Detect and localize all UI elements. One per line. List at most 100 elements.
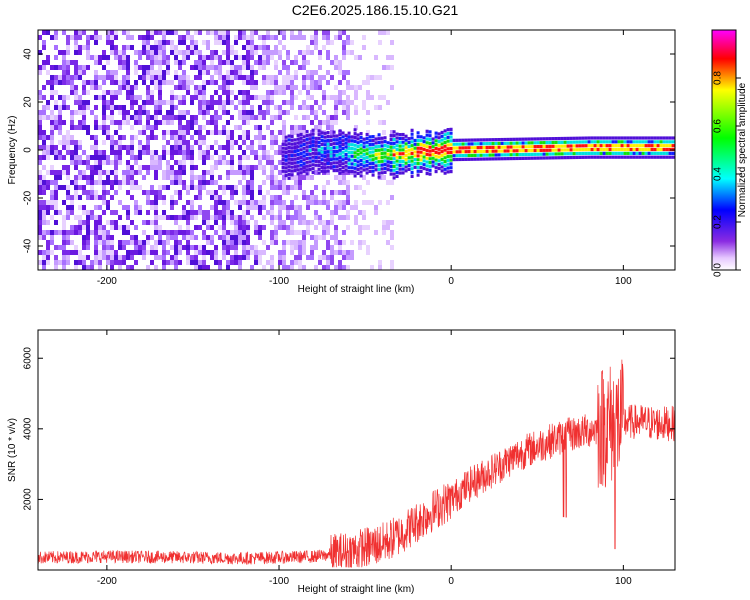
heatmap-cell: [58, 245, 62, 250]
heatmap-ridge-cell: [398, 167, 402, 171]
snr-series-line: [38, 359, 675, 568]
heatmap-cell: [174, 160, 178, 165]
heatmap-ridge-cell: [446, 131, 450, 136]
heatmap-cell: [302, 195, 306, 200]
heatmap-cell: [114, 80, 118, 85]
heatmap-cell: [206, 45, 210, 50]
heatmap-cell: [270, 130, 274, 135]
heatmap-ridge-cell: [440, 134, 444, 138]
heatmap-ridge-cell: [524, 141, 528, 145]
heatmap-cell: [118, 120, 122, 125]
heatmap-cell: [62, 105, 66, 110]
heatmap-ridge-cell: [458, 150, 462, 154]
heatmap-cell: [270, 210, 274, 215]
heatmap-cell: [238, 155, 242, 160]
heatmap-cell: [218, 60, 222, 65]
heatmap-cell: [150, 220, 154, 225]
heatmap-cell: [378, 260, 382, 265]
heatmap-ridge-cell: [584, 144, 588, 148]
heatmap-cell: [90, 185, 94, 190]
heatmap-cell: [350, 205, 354, 210]
heatmap-cell: [158, 255, 162, 260]
heatmap-cell: [154, 30, 158, 35]
heatmap-cell: [286, 225, 290, 230]
heatmap-cell: [270, 35, 274, 40]
heatmap-cell: [314, 45, 318, 50]
heatmap-cell: [354, 185, 358, 190]
heatmap-cell: [66, 170, 70, 175]
snr-y-label: SNR (10 * v/v): [7, 418, 18, 482]
heatmap-cell: [114, 260, 118, 265]
heatmap-ridge-cell: [536, 156, 540, 160]
heatmap-cell: [326, 245, 330, 250]
heatmap-ridge-cell: [566, 152, 570, 156]
heatmap-ridge-cell: [605, 136, 609, 140]
heatmap-ridge-cell: [287, 157, 291, 161]
heatmap-cell: [90, 265, 94, 270]
heatmap-cell: [70, 180, 74, 185]
heatmap-cell: [278, 200, 282, 205]
heatmap-cell: [154, 190, 158, 195]
heatmap-ridge-cell: [575, 140, 579, 144]
heatmap-cell: [214, 210, 218, 215]
heatmap-cell: [386, 55, 390, 60]
heatmap-cell: [134, 160, 138, 165]
heatmap-cell: [94, 230, 98, 235]
heatmap-cell: [206, 190, 210, 195]
heatmap-cell: [54, 255, 58, 260]
heatmap-cell: [290, 130, 294, 135]
heatmap-cell: [66, 145, 70, 150]
heatmap-ridge-cell: [338, 163, 342, 168]
heatmap-ridge-cell: [464, 150, 468, 154]
heatmap-cell: [386, 30, 390, 35]
heatmap-ridge-cell: [653, 140, 657, 144]
heatmap-cell: [38, 120, 42, 125]
heatmap-ridge-cell: [419, 158, 423, 162]
heatmap-cell: [286, 230, 290, 235]
heatmap-cell: [306, 45, 310, 50]
heatmap-cell: [130, 255, 134, 260]
heatmap-ridge-cell: [296, 145, 300, 149]
heatmap-cell: [218, 235, 222, 240]
heatmap-cell: [234, 75, 238, 80]
heatmap-cell: [158, 185, 162, 190]
heatmap-ridge-cell: [647, 144, 651, 148]
heatmap-cell: [218, 215, 222, 220]
heatmap-ridge-cell: [329, 150, 333, 154]
heatmap-cell: [346, 210, 350, 215]
heatmap-cell: [190, 35, 194, 40]
heatmap-cell: [266, 190, 270, 195]
heatmap-ridge-cell: [527, 145, 531, 149]
heatmap-cell: [162, 175, 166, 180]
heatmap-ridge-cell: [308, 156, 312, 160]
heatmap-ridge-cell: [365, 167, 369, 171]
heatmap-cell: [78, 120, 82, 125]
heatmap-cell: [182, 80, 186, 85]
heatmap-ridge-cell: [323, 147, 327, 151]
heatmap-cell: [258, 230, 262, 235]
heatmap-cell: [130, 115, 134, 120]
heatmap-cell: [182, 70, 186, 75]
heatmap-cell: [214, 195, 218, 200]
heatmap-ridge-cell: [407, 160, 411, 164]
heatmap-cell: [170, 245, 174, 250]
heatmap-cell: [170, 255, 174, 260]
heatmap-cell: [266, 95, 270, 100]
heatmap-cell: [310, 245, 314, 250]
heatmap-cell: [94, 125, 98, 130]
heatmap-cell: [42, 135, 46, 140]
heatmap-ridge-cell: [395, 151, 399, 155]
x-tick-label: -200: [97, 276, 117, 287]
heatmap-cell: [122, 230, 126, 235]
heatmap-ridge-cell: [602, 140, 606, 144]
heatmap-ridge-cell: [359, 166, 363, 170]
heatmap-cell: [202, 210, 206, 215]
heatmap-cell: [194, 50, 198, 55]
heatmap-ridge-cell: [413, 150, 417, 154]
heatmap-cell: [134, 60, 138, 65]
heatmap-ridge-cell: [317, 140, 321, 144]
heatmap-cell: [242, 190, 246, 195]
heatmap-cell: [218, 200, 222, 205]
heatmap-ridge-cell: [497, 157, 501, 161]
heatmap-ridge-cell: [380, 140, 384, 144]
